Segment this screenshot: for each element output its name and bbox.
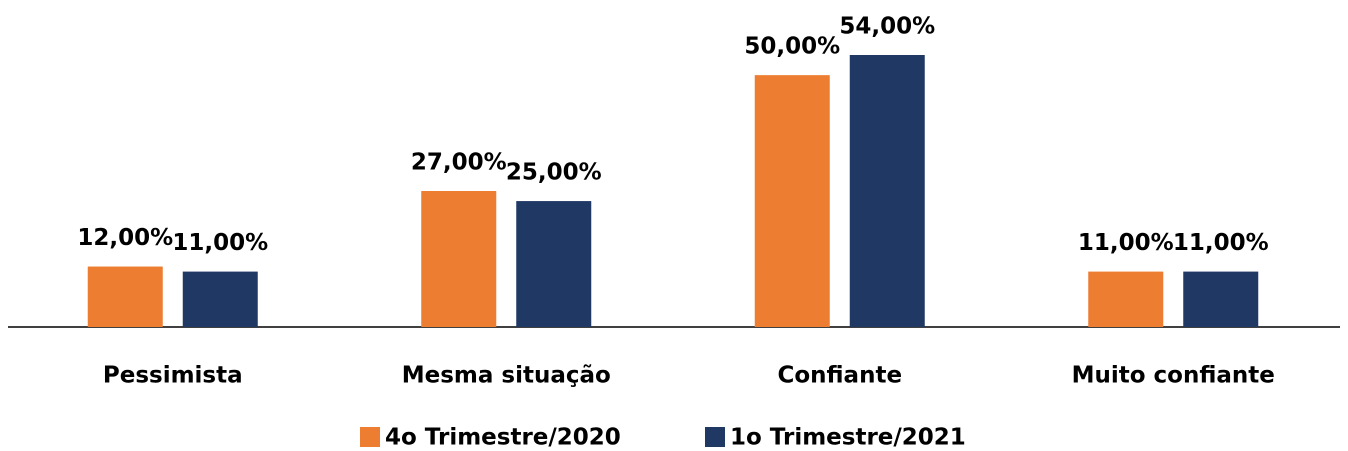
data-label: 12,00% (77, 225, 173, 251)
data-label: 54,00% (839, 14, 935, 40)
bar (516, 201, 592, 327)
legend-swatch (360, 427, 380, 447)
data-label: 11,00% (1078, 230, 1174, 256)
x-tick-label: Mesma situação (402, 363, 611, 389)
data-label: 27,00% (411, 150, 507, 176)
legend-label: 1o Trimestre/2021 (730, 425, 966, 451)
legend-label: 4o Trimestre/2020 (385, 425, 621, 451)
x-tick-label: Confiante (777, 363, 902, 389)
bar (1088, 271, 1164, 327)
data-label: 11,00% (172, 230, 268, 256)
legend-swatch (705, 427, 725, 447)
data-label: 11,00% (1173, 230, 1269, 256)
bar (1183, 271, 1259, 327)
bar (754, 75, 830, 327)
data-label: 25,00% (506, 160, 602, 186)
bar (182, 271, 258, 327)
x-tick-label: Muito confiante (1072, 363, 1275, 389)
bar (87, 266, 163, 327)
bar (849, 55, 925, 327)
x-tick-label: Pessimista (103, 363, 243, 389)
data-label: 50,00% (744, 34, 840, 60)
bar (421, 191, 497, 327)
